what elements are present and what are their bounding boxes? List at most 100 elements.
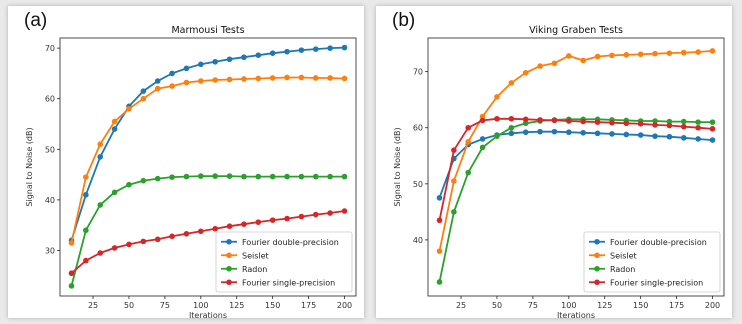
data-point [637, 51, 644, 58]
data-point [312, 211, 319, 218]
x-tick-label: 25 [456, 301, 466, 310]
data-point [652, 133, 658, 139]
data-point [341, 173, 348, 180]
panel-label-b: (b) [392, 10, 416, 31]
data-point [169, 70, 175, 77]
x-tick-label: 175 [669, 301, 684, 310]
data-point [479, 136, 486, 142]
x-axis-label: Iterations [189, 311, 227, 320]
data-point [154, 78, 161, 84]
data-point [436, 217, 443, 224]
data-point [580, 129, 586, 136]
data-point [83, 227, 89, 234]
legend-label: Seislet [610, 251, 637, 260]
data-point [508, 115, 515, 122]
legend-marker [226, 279, 232, 286]
data-point [494, 133, 500, 139]
x-axis-label: Iterations [557, 311, 595, 320]
x-tick-label: 125 [597, 301, 612, 310]
legend-marker [226, 238, 232, 245]
data-point [169, 174, 175, 180]
data-point [126, 241, 132, 248]
legend-label: Fourier double-precision [610, 238, 707, 247]
legend-item: Fourier single-precision [221, 278, 335, 287]
data-point [154, 85, 161, 92]
data-point [680, 123, 687, 130]
legend-marker [594, 265, 600, 272]
x-tick-label: 150 [633, 301, 648, 310]
legend-item: Fourier double-precision [589, 238, 707, 247]
x-tick-label: 100 [561, 301, 576, 310]
data-point [241, 173, 247, 180]
data-point [666, 118, 673, 125]
data-point [341, 208, 348, 214]
panel-label-a: (a) [24, 10, 48, 31]
data-point [580, 118, 586, 125]
data-point [255, 75, 262, 82]
legend: Fourier double-precision Seislet Radon Four… [583, 231, 721, 293]
data-point [312, 173, 319, 180]
legend-label: Radon [610, 265, 635, 274]
series-0 [68, 44, 348, 244]
y-tick-label: 40 [413, 236, 423, 245]
data-point [68, 270, 75, 277]
data-point [183, 65, 190, 72]
data-point [465, 169, 472, 176]
data-point [609, 131, 615, 137]
data-point [566, 129, 572, 136]
data-point [327, 75, 333, 81]
data-point [255, 52, 262, 58]
data-point [623, 131, 630, 138]
y-tick-label: 30 [45, 246, 55, 255]
data-point [465, 138, 472, 145]
data-point [241, 76, 247, 82]
data-point [494, 115, 500, 122]
data-point [226, 76, 233, 83]
data-point [637, 132, 644, 138]
data-point [341, 44, 348, 51]
legend-item: Fourier double-precision [221, 238, 339, 247]
data-point [68, 283, 75, 289]
data-point [226, 223, 233, 229]
data-point [154, 175, 161, 182]
data-point [83, 257, 89, 264]
data-point [580, 57, 586, 64]
legend-item: Seislet [221, 251, 269, 260]
data-point [680, 118, 687, 125]
legend-item: Radon [221, 265, 267, 274]
data-point [709, 137, 716, 143]
data-point [566, 53, 572, 59]
legend: Fourier double-precision Seislet Radon Four… [215, 231, 353, 293]
data-point [126, 181, 132, 188]
y-tick-label: 60 [45, 95, 55, 104]
data-point [140, 88, 147, 94]
data-point [198, 61, 204, 68]
legend-item: Radon [589, 265, 635, 274]
x-tick-label: 125 [229, 301, 244, 310]
data-point [183, 79, 190, 86]
data-point [298, 47, 305, 53]
y-tick-label: 50 [45, 145, 55, 154]
data-point [126, 106, 132, 112]
data-point [522, 116, 529, 123]
x-tick-label: 25 [88, 301, 98, 310]
data-point [284, 215, 290, 222]
data-point [522, 69, 529, 76]
data-point [709, 48, 716, 54]
data-point [680, 135, 687, 141]
data-point [97, 250, 104, 256]
data-point [183, 230, 190, 237]
data-point [623, 120, 630, 127]
data-point [436, 248, 443, 254]
data-point [183, 173, 190, 180]
series-2 [68, 173, 348, 289]
data-point [695, 119, 701, 125]
x-tick-label: 100 [193, 301, 208, 310]
data-point [212, 173, 218, 179]
series-0 [436, 128, 716, 201]
x-tick-label: 200 [337, 301, 352, 310]
data-point [695, 49, 701, 55]
data-point [140, 95, 147, 102]
data-point [451, 147, 457, 153]
viking-graben-chart: Viking Graben Tests 25 50 75 100 125 150 175 200… [393, 25, 725, 320]
